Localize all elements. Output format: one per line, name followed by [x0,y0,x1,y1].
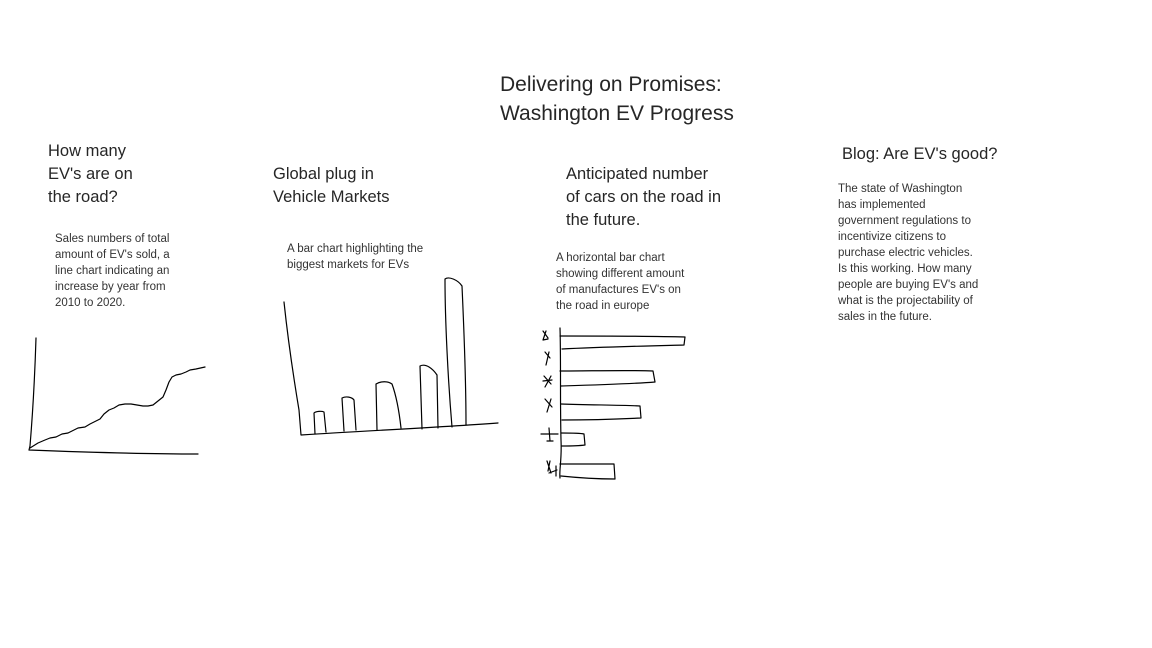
page-title: Delivering on Promises: Washington EV Pr… [500,73,734,125]
hbar-label-scribble-2 [544,351,551,366]
panel-global-markets-heading: Global plug in Vehicle Markets [273,165,390,206]
hbar-label-scribble-3 [542,375,553,388]
hbar-bar-3 [560,403,642,421]
bar-chart-bar-4 [419,364,439,430]
panel-future-cars-description: A horizontal bar chart showing different… [556,252,685,312]
bar-chart-bar-1 [313,410,327,435]
hbar-axis [559,327,562,479]
hbar-label-scribble-5 [540,427,559,442]
bar-chart-axes [283,301,499,436]
hbar-bar-2 [559,369,656,387]
bar-chart-bar-2 [341,396,357,432]
bar-chart-bar-3 [375,381,402,431]
hbar-label-scribble-6 [546,460,558,477]
bar-chart-bar-5 [444,277,467,428]
panel-ev-count-heading: How many EV's are on the road? [48,142,133,206]
panel-global-markets-description: A bar chart highlighting the biggest mar… [287,243,424,271]
hbar-bar-4 [560,432,586,447]
hbar-bar-1 [559,335,686,350]
hbar-label-scribble-4 [544,398,553,413]
panel-blog-description: The state of Washington has implemented … [838,183,979,323]
hbar-label-scribble-1 [542,330,549,341]
panel-ev-count-description: Sales numbers of total amount of EV's so… [55,233,170,309]
line-chart-line [29,366,206,449]
panel-blog-heading: Blog: Are EV's good? [842,145,998,163]
line-chart-axes [28,337,199,455]
hbar-bar-5 [559,463,616,480]
panel-future-cars-heading: Anticipated number of cars on the road i… [566,165,722,229]
